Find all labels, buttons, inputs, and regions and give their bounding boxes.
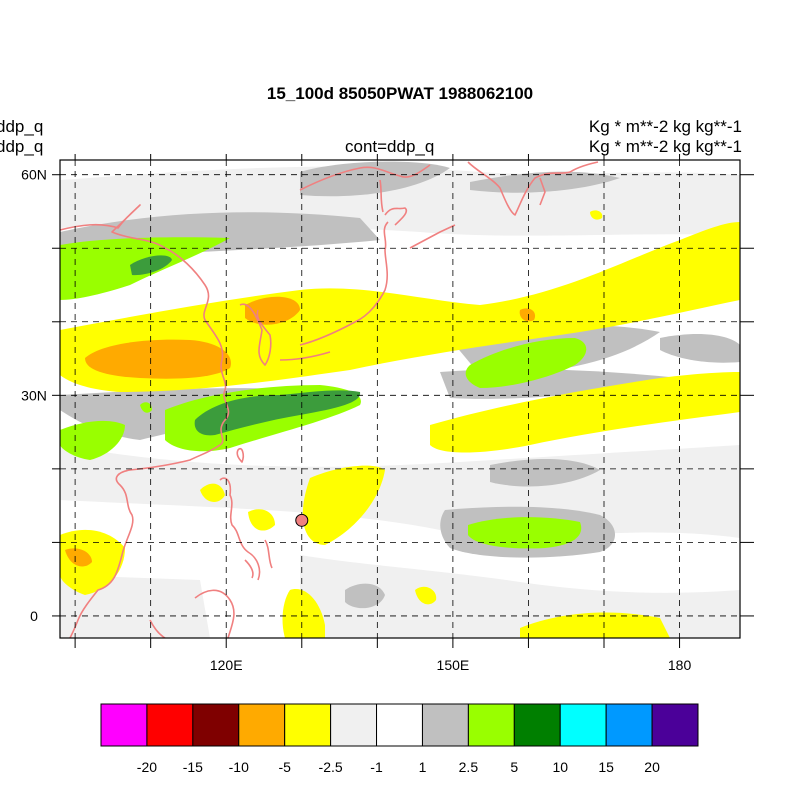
colorbar-swatch <box>376 703 423 747</box>
colorbar-swatch <box>100 703 148 747</box>
lat-tick-label: 0 <box>30 608 38 624</box>
colorbar-swatch <box>330 703 378 747</box>
colorbar-swatch <box>559 703 607 747</box>
colorbar-swatch <box>513 703 561 747</box>
coastline-japan <box>279 207 408 361</box>
left-label-2: ddp_q <box>0 137 44 156</box>
map-tick-labels: 120E 150E 180 60N 30N 0 <box>21 167 691 673</box>
colorbar: -20 -15 -10 -5 -2.5 -1 1 2.5 5 10 15 20 <box>100 703 699 775</box>
colorbar-label: -5 <box>278 759 291 775</box>
contour-fill-yellow <box>60 210 740 638</box>
lon-tick-label: 180 <box>668 657 692 673</box>
colorbar-swatch <box>238 703 286 747</box>
lon-tick-label: 120E <box>210 657 243 673</box>
coastline-sakhalin-kuril <box>379 179 456 249</box>
colorbar-swatch <box>146 703 194 747</box>
colorbar-label: -10 <box>229 759 249 775</box>
colorbar-swatch <box>467 703 515 747</box>
colorbar-label: -15 <box>183 759 203 775</box>
coastline-borneo <box>149 589 235 638</box>
left-label-1: ddp_q <box>0 117 44 136</box>
colorbar-label: -20 <box>137 759 157 775</box>
coastline-korea <box>239 303 272 366</box>
lat-tick-label: 60N <box>21 167 47 183</box>
location-marker <box>295 513 309 527</box>
colorbar-label: 20 <box>644 759 660 775</box>
coastline-layer <box>60 161 599 638</box>
map-frame <box>59 159 741 639</box>
colorbar-swatch <box>651 703 699 747</box>
colorbar-swatch <box>421 703 469 747</box>
colorbar-swatch <box>192 703 240 747</box>
colorbar-label: -2.5 <box>319 759 343 775</box>
lat-tick-label: 30N <box>21 387 47 403</box>
center-label: cont=ddp_q <box>345 137 435 156</box>
colorbar-label: 2.5 <box>459 759 479 775</box>
colorbar-label: 10 <box>552 759 568 775</box>
coastline-kamchatka <box>467 161 599 216</box>
contour-fill-dark-green <box>130 255 361 436</box>
plot-title: 15_100d 85050PWAT 1988062100 <box>266 84 534 103</box>
colorbar-swatch <box>284 703 332 747</box>
colorbar-swatch <box>605 703 653 747</box>
lon-tick-label: 150E <box>437 657 470 673</box>
colorbar-label: -1 <box>370 759 383 775</box>
coastline-philippines <box>219 477 273 581</box>
coastline-taiwan <box>236 447 245 463</box>
colorbar-label: 1 <box>419 759 427 775</box>
right-label-1: Kg * m**-2 kg kg**-1 <box>588 117 742 136</box>
colorbar-label: 5 <box>510 759 518 775</box>
right-label-2: Kg * m**-2 kg kg**-1 <box>588 137 742 156</box>
map-gridlines <box>60 160 740 638</box>
colorbar-label: 15 <box>598 759 614 775</box>
coastline-asia-mainland <box>60 204 230 638</box>
map-ticks <box>52 154 754 648</box>
